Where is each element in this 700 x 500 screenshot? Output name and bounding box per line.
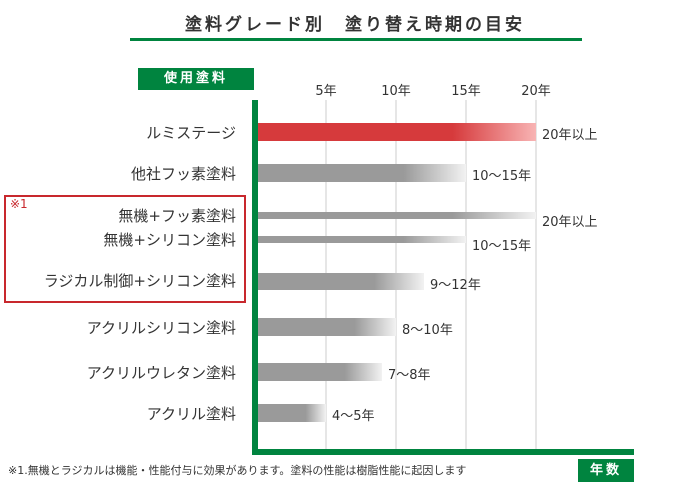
x-tick-label: 10年: [381, 84, 411, 99]
y-axis-line: [252, 100, 258, 455]
title-underline: [130, 38, 582, 41]
bar: [258, 212, 536, 219]
value-label: 20年以上: [542, 214, 598, 230]
bar: [258, 273, 424, 290]
x-tick-label: 20年: [521, 84, 551, 99]
category-label: 無機+シリコン塗料: [103, 231, 236, 249]
value-label: 9〜12年: [430, 277, 481, 293]
value-label: 4〜5年: [332, 409, 375, 424]
bar: [258, 404, 326, 422]
category-label: アクリルシリコン塗料: [86, 319, 236, 337]
gridline: [535, 100, 537, 449]
category-label: ルミステージ: [146, 124, 236, 142]
inorganic-radical-group-box: [4, 195, 246, 303]
bar: [258, 123, 536, 141]
value-label: 7〜8年: [388, 368, 431, 383]
value-label: 8〜10年: [402, 323, 453, 338]
bar: [258, 318, 396, 336]
note-mark: ※1: [10, 197, 28, 211]
gridline: [465, 100, 467, 449]
x-axis-label: 年数: [578, 459, 634, 482]
value-label: 20年以上: [542, 128, 598, 143]
x-tick-label: 15年: [451, 84, 481, 99]
footnote: ※1.無機とラジカルは機能・性能付与に効果があります。塗料の性能は樹脂性能に起因…: [8, 464, 467, 477]
category-label: ラジカル制御+シリコン塗料: [43, 272, 236, 290]
bar: [258, 363, 382, 381]
bar: [258, 236, 466, 243]
y-axis-label: 使用塗料: [138, 68, 254, 90]
x-axis-line: [252, 449, 634, 455]
category-label: 他社フッ素塗料: [130, 165, 236, 183]
category-label: アクリルウレタン塗料: [86, 364, 236, 382]
category-label: 無機+フッ素塗料: [118, 207, 236, 225]
chart-title: 塗料グレード別 塗り替え時期の目安: [185, 15, 525, 35]
value-label: 10〜15年: [472, 238, 532, 254]
x-tick-label: 5年: [315, 84, 337, 99]
value-label: 10〜15年: [472, 169, 532, 184]
bar: [258, 164, 466, 182]
category-label: アクリル塗料: [146, 405, 236, 423]
